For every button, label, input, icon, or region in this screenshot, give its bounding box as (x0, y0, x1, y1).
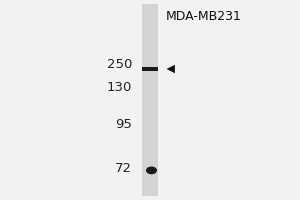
Text: MDA-MB231: MDA-MB231 (166, 10, 242, 23)
Text: 72: 72 (115, 162, 132, 174)
Text: 95: 95 (115, 117, 132, 130)
Text: 250: 250 (106, 58, 132, 71)
Text: 130: 130 (106, 81, 132, 94)
Circle shape (147, 167, 156, 174)
Bar (142, 67, 158, 71)
Bar (142, 4, 158, 196)
Polygon shape (167, 65, 175, 73)
